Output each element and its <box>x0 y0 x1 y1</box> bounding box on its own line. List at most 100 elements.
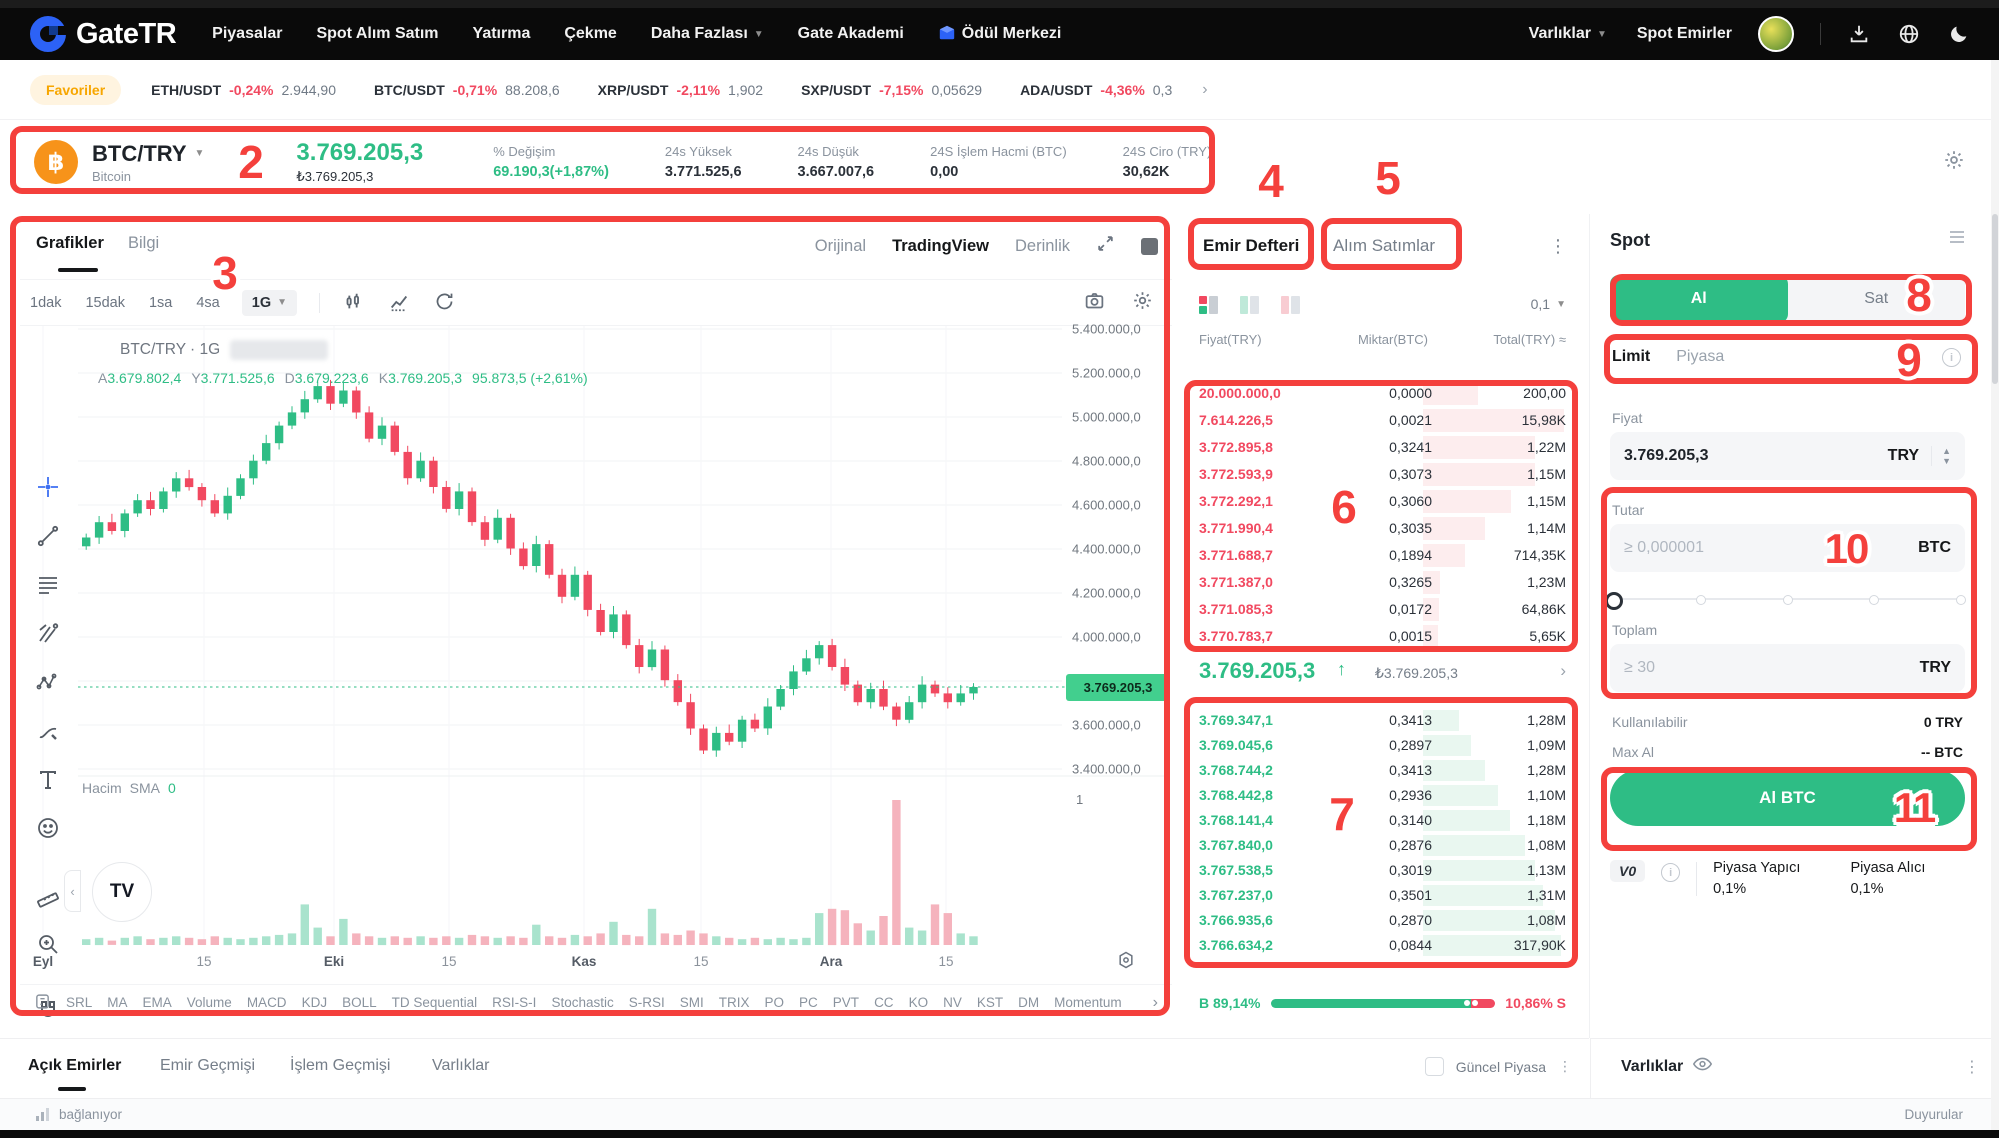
nav-right-item-2[interactable]: Spot Emirler <box>1637 25 1732 43</box>
slider-dot-75[interactable] <box>1869 595 1880 605</box>
fee-tier-badge[interactable]: V0 <box>1610 860 1646 882</box>
bid-row[interactable]: 3.768.141,4 0,3140 1,18M <box>1185 808 1580 833</box>
announcements-link[interactable]: Duyurular <box>1904 1107 1963 1122</box>
view-mode-orijinal[interactable]: Orijinal <box>814 236 867 255</box>
tab-emir-defteri[interactable]: Emir Defteri <box>1203 236 1300 255</box>
timeframe-15dak[interactable]: 15dak <box>85 294 125 311</box>
indicator-panel-icon[interactable] <box>34 993 51 1013</box>
indicator-macd[interactable]: MACD <box>246 995 287 1010</box>
nav-item-4[interactable]: Çekme <box>564 25 616 43</box>
bid-row[interactable]: 3.767.840,0 0,2876 1,08M <box>1185 833 1580 858</box>
collapse-toolbar-handle[interactable]: ‹ <box>64 870 81 912</box>
step-up-icon[interactable]: ▲ <box>1942 446 1951 456</box>
indicator-momentum[interactable]: Momentum <box>1054 995 1122 1010</box>
bid-row[interactable]: 3.768.442,8 0,2936 1,10M <box>1185 783 1580 808</box>
page-scrollbar[interactable] <box>1991 60 1999 1130</box>
view-asks-icon[interactable] <box>1281 296 1300 314</box>
price-input[interactable]: 3.769.205,3 <box>1624 447 1709 464</box>
view-mode-derinlik[interactable]: Derinlik <box>1014 236 1070 255</box>
assets-kebab-icon[interactable]: ⋮ <box>1964 1059 1981 1076</box>
indicator-kdj[interactable]: KDJ <box>301 995 328 1010</box>
amount-input[interactable]: ≥ 0,000001 <box>1624 539 1704 556</box>
step-down-icon[interactable]: ▼ <box>1942 456 1951 466</box>
indicator-s-rsi[interactable]: S-RSI <box>628 995 665 1010</box>
trendline-tool-icon[interactable] <box>34 522 62 550</box>
dark-mode-moon-icon[interactable] <box>1947 22 1971 46</box>
sell-tab[interactable]: Sat <box>1864 290 1889 307</box>
timeframe-1dak[interactable]: 1dak <box>30 294 62 311</box>
precision-dropdown[interactable]: 0,1 ▼ <box>1530 296 1566 312</box>
nav-item-3[interactable]: Yatırma <box>473 25 531 43</box>
indicator-volume[interactable]: Volume <box>186 995 232 1010</box>
indicator-dm[interactable]: DM <box>1018 995 1040 1010</box>
trade-panel-menu-icon[interactable] <box>1949 230 1965 249</box>
timeframe-selected[interactable]: 1G ▼ <box>241 289 297 316</box>
bid-row[interactable]: 3.767.538,5 0,3019 1,13M <box>1185 858 1580 883</box>
indicator-kst[interactable]: KST <box>976 995 1004 1010</box>
bid-row[interactable]: 3.768.744,2 0,3413 1,28M <box>1185 758 1580 783</box>
nav-item-6[interactable]: Gate Akademi <box>798 25 904 43</box>
fullscreen-expand-icon[interactable] <box>1096 234 1115 258</box>
brush-tool-icon[interactable] <box>34 717 62 745</box>
orders-tab-açık-emirler[interactable]: Açık Emirler <box>28 1057 122 1074</box>
pair-selector[interactable]: BTC/TRY ▼ Bitcoin <box>92 141 204 184</box>
indicator-pvt[interactable]: PVT <box>832 995 860 1010</box>
orderbook-kebab-menu-icon[interactable]: ⋮ <box>1549 236 1568 256</box>
ticker-more-chevron-icon[interactable]: › <box>1202 80 1208 98</box>
nav-item-5[interactable]: Daha Fazlası ▼ <box>651 25 764 43</box>
bid-row[interactable]: 3.766.935,6 0,2870 1,08M <box>1185 908 1580 933</box>
timeframe-1sa[interactable]: 1sa <box>148 294 173 311</box>
pitchfork-tool-icon[interactable] <box>34 619 62 647</box>
guncel-piyasa-checkbox[interactable] <box>1424 1057 1444 1076</box>
indicator-boll[interactable]: BOLL <box>342 995 377 1010</box>
tradingview-logo[interactable]: TV <box>92 862 152 922</box>
tab-grafikler[interactable]: Grafikler <box>36 234 104 252</box>
ask-row[interactable]: 3.771.688,7 0,1894 714,35K <box>1185 542 1580 569</box>
view-both-icon[interactable] <box>1199 296 1218 314</box>
header-settings-gear-icon[interactable] <box>1943 149 1965 176</box>
indicator-smi[interactable]: SMI <box>679 995 704 1010</box>
indicator-po[interactable]: PO <box>764 995 785 1010</box>
ticker-pair[interactable]: ADA/USDT -4,36% 0,3 <box>1020 82 1172 98</box>
amount-field[interactable]: ≥ 0,000001 BTC <box>1610 524 1965 572</box>
bid-row[interactable]: 3.766.634,2 0,0844 317,90K <box>1185 933 1580 958</box>
tab-alim-satimlar[interactable]: Alım Satımlar <box>1333 236 1436 255</box>
nav-item-2[interactable]: Spot Alım Satım <box>316 25 438 43</box>
price-field[interactable]: 3.769.205,3 TRY ▲ ▼ <box>1610 432 1965 480</box>
nav-item-7[interactable]: Ödül Merkezi <box>938 23 1061 46</box>
nav-item-1[interactable]: Piyasalar <box>212 25 282 43</box>
orders-kebab-icon[interactable]: ⋮ <box>1558 1058 1573 1074</box>
indicator-stochastic[interactable]: Stochastic <box>551 995 614 1010</box>
zoom-tool-icon[interactable] <box>34 930 62 958</box>
ticker-pair[interactable]: ETH/USDT -0,24% 2.944,90 <box>151 82 336 98</box>
orders-tab-emir-geçmişi[interactable]: Emir Geçmişi <box>160 1057 256 1074</box>
ask-row[interactable]: 20.000.000,0 0,0000 200,00 <box>1185 380 1580 407</box>
language-globe-icon[interactable] <box>1897 22 1921 46</box>
indicator-srl[interactable]: SRL <box>66 995 93 1010</box>
ask-row[interactable]: 7.614.226,5 0,0021 15,98K <box>1185 407 1580 434</box>
indicator-ma[interactable]: MA <box>107 995 128 1010</box>
orders-tab-i-şlem-geçmişi[interactable]: İşlem Geçmişi <box>290 1057 391 1074</box>
crosshair-tool-icon[interactable] <box>34 473 62 501</box>
user-avatar[interactable] <box>1758 16 1794 52</box>
buy-tab[interactable]: Al <box>1610 275 1788 323</box>
ask-row[interactable]: 3.772.895,8 0,3241 1,22M <box>1185 434 1580 461</box>
ruler-tool-icon[interactable] <box>34 882 62 910</box>
total-input[interactable]: ≥ 30 <box>1624 659 1656 676</box>
slider-dot-50[interactable] <box>1782 595 1793 605</box>
pattern-tool-icon[interactable] <box>34 669 62 697</box>
bid-row[interactable]: 3.767.237,0 0,3501 1,31M <box>1185 883 1580 908</box>
slider-dot-0[interactable] <box>1605 592 1623 610</box>
gate-logo[interactable]: GateTR <box>28 14 177 54</box>
page-scrollbar-thumb[interactable] <box>1992 214 1998 384</box>
screenshot-camera-icon[interactable] <box>1084 290 1105 316</box>
ask-row[interactable]: 3.771.085,3 0,0172 64,86K <box>1185 596 1580 623</box>
indicator-nv[interactable]: NV <box>943 995 962 1010</box>
ticker-pair[interactable]: SXP/USDT -7,15% 0,05629 <box>801 82 982 98</box>
view-bids-icon[interactable] <box>1240 296 1259 314</box>
view-mode-tradingview[interactable]: TradingView <box>892 236 989 255</box>
tab-bilgi[interactable]: Bilgi <box>128 234 160 252</box>
indicator-pc[interactable]: PC <box>799 995 818 1010</box>
time-axis-settings-icon[interactable] <box>1116 950 1136 975</box>
indicator-more-chevron-icon[interactable]: › <box>1152 993 1158 1011</box>
